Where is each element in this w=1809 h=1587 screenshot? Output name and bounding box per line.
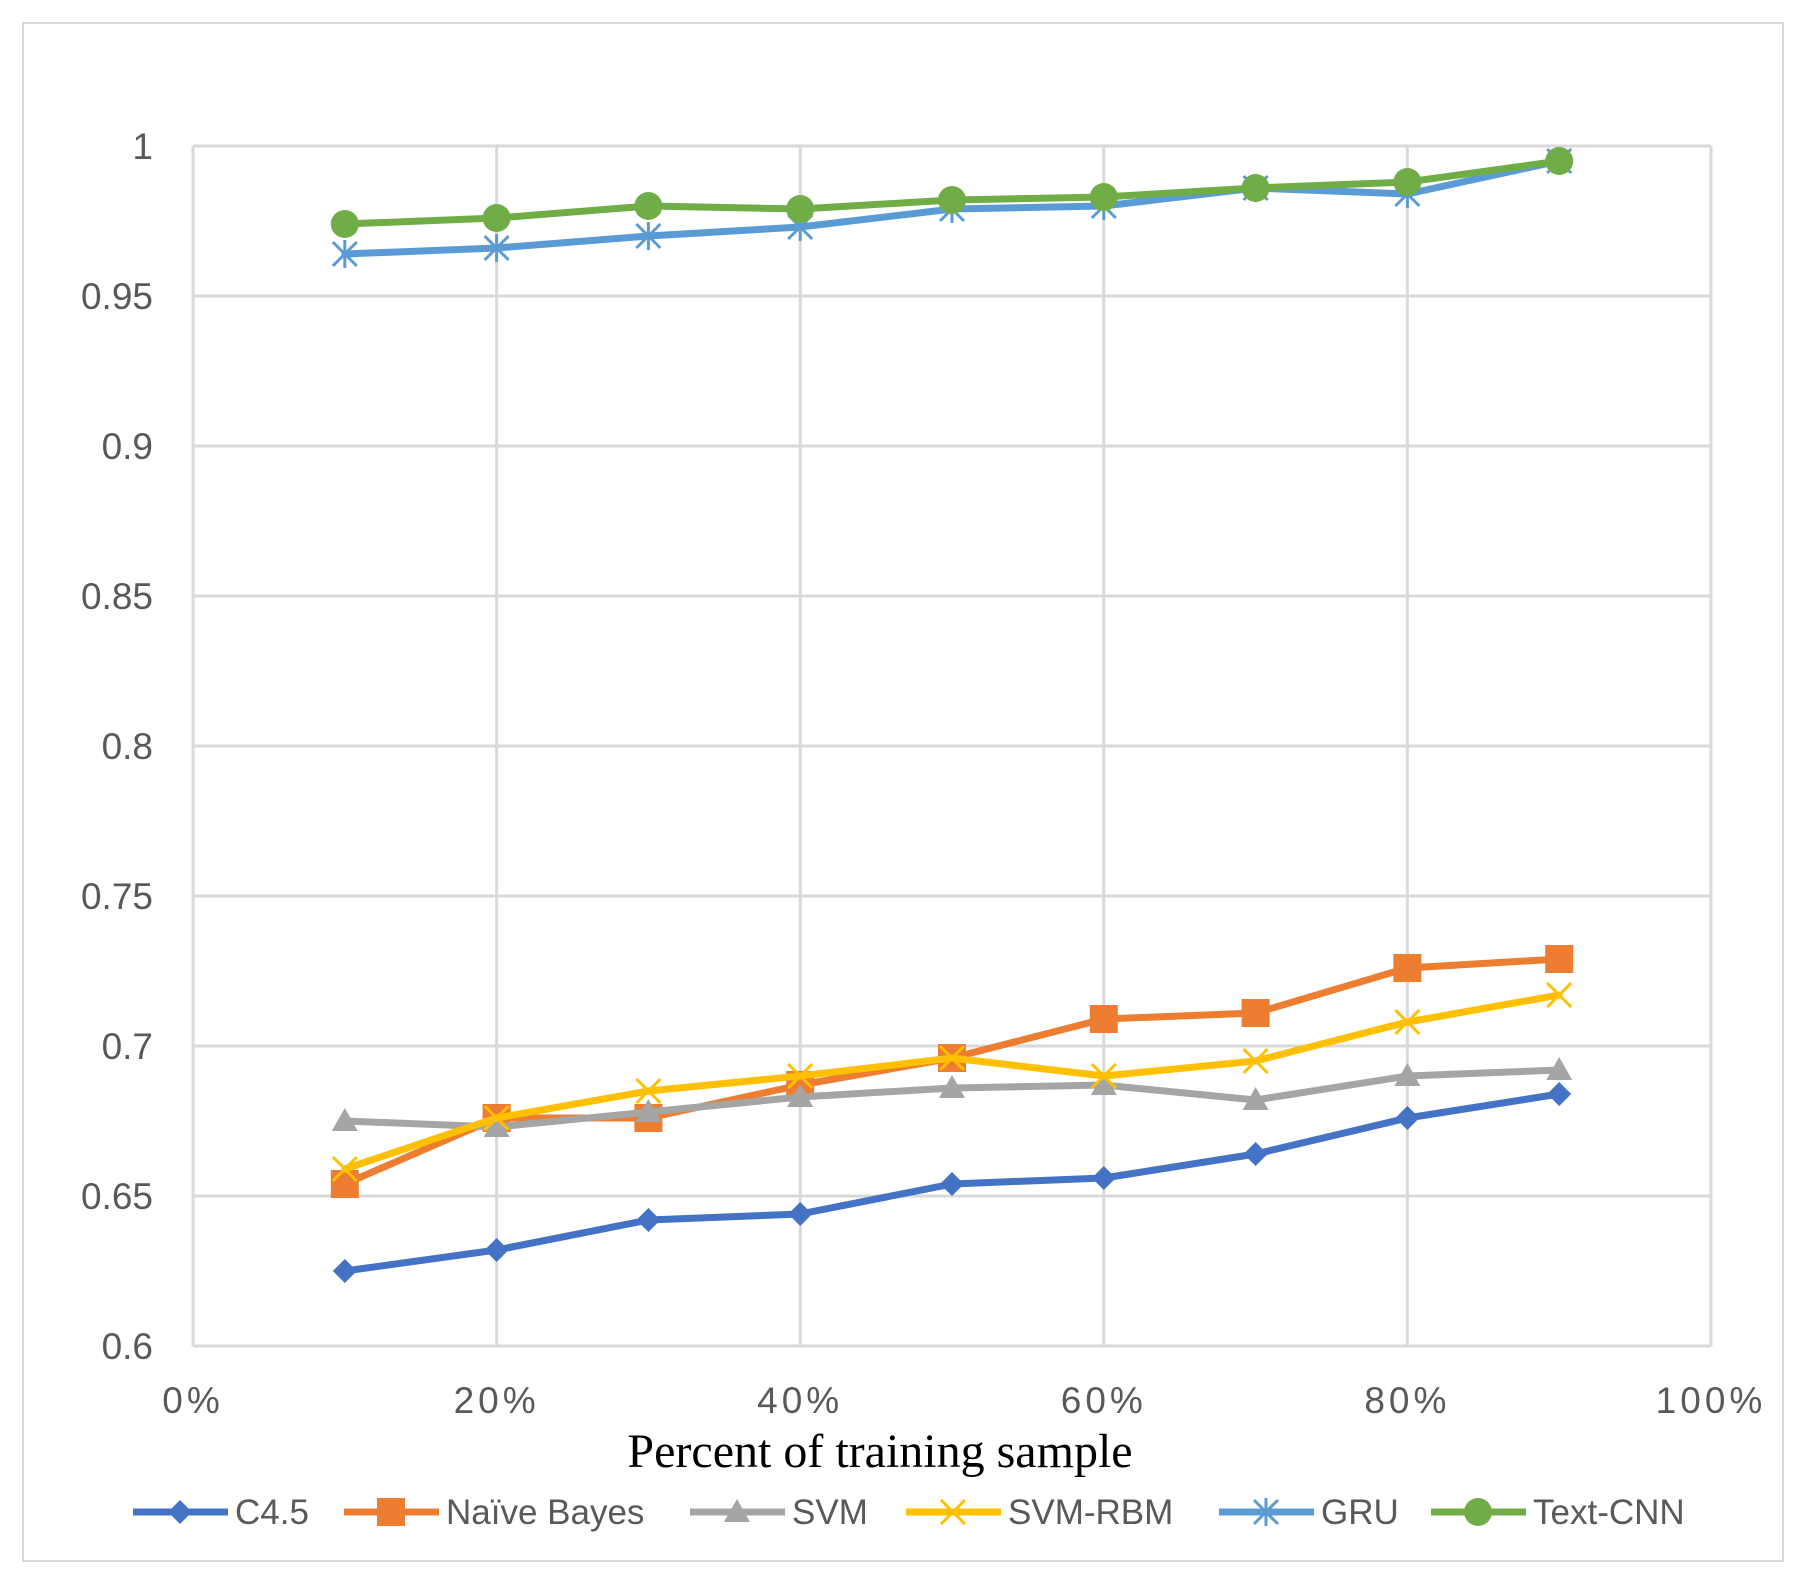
series-svm-rbm <box>331 981 1573 1183</box>
x-tick-label: 60% <box>1061 1380 1147 1421</box>
x-tick-label: 100% <box>1656 1380 1767 1421</box>
data-point <box>1242 1087 1269 1110</box>
legend-item: GRU <box>1219 1493 1399 1532</box>
data-point <box>1545 147 1574 175</box>
data-point <box>330 210 359 238</box>
data-point <box>1089 1005 1118 1033</box>
series-c4-5 <box>332 1082 1572 1283</box>
series-na-ve-bayes <box>330 945 1574 1198</box>
data-point <box>787 1062 814 1090</box>
data-point <box>1393 954 1422 982</box>
data-point <box>331 240 358 268</box>
data-point <box>1243 1142 1268 1166</box>
x-tick-label: 20% <box>454 1380 540 1421</box>
data-point <box>636 1208 661 1232</box>
y-tick-label: 0.7 <box>102 1026 153 1067</box>
data-point <box>938 1044 966 1072</box>
data-point <box>1241 174 1270 202</box>
legend-marker <box>724 1499 750 1522</box>
x-tick-label: 0% <box>162 1380 223 1421</box>
y-tick-label: 0.9 <box>102 426 153 467</box>
legend-label: GRU <box>1321 1493 1399 1532</box>
legend-item: SVM-RBM <box>906 1493 1173 1532</box>
legend-item: C4.5 <box>133 1493 309 1532</box>
series-text-cnn <box>330 147 1574 238</box>
data-point <box>940 1172 964 1196</box>
data-point <box>484 1238 509 1262</box>
x-tick-label: 80% <box>1364 1380 1450 1421</box>
data-point <box>634 192 663 220</box>
y-axis-ticks: 0.6 0.65 0.7 0.75 0.8 0.85 0.9 0.95 1 <box>81 126 153 1367</box>
data-point <box>1090 1072 1117 1095</box>
data-point <box>635 222 662 250</box>
data-point <box>331 1155 358 1183</box>
data-point <box>1545 945 1574 973</box>
y-tick-label: 0.8 <box>102 726 153 767</box>
legend-item: Text-CNN <box>1431 1493 1685 1532</box>
series-svm <box>331 1057 1573 1137</box>
legend-marker <box>168 1500 192 1524</box>
legend-marker <box>1252 1498 1280 1526</box>
data-point <box>1242 1047 1269 1075</box>
chart-frame <box>22 22 1784 1562</box>
legend-label: Naïve Bayes <box>446 1493 644 1532</box>
y-tick-label: 1 <box>132 126 153 167</box>
series <box>330 147 1574 1283</box>
data-point <box>1395 1106 1420 1130</box>
data-point <box>332 1259 357 1283</box>
data-point <box>483 1114 510 1137</box>
x-axis-label: Percent of training sample <box>627 1425 1132 1478</box>
data-point <box>331 1108 358 1131</box>
x-tick-label: 40% <box>757 1380 843 1421</box>
legend-marker <box>939 1498 967 1526</box>
data-point <box>1393 168 1422 196</box>
legend-label: Text-CNN <box>1533 1493 1685 1532</box>
data-point <box>1394 1063 1421 1086</box>
data-point <box>1090 1062 1117 1090</box>
x-axis-ticks: 0% 20% 40% 60% 80% 100% <box>162 1380 1767 1421</box>
legend-marker <box>1464 1498 1492 1526</box>
data-point <box>788 1202 813 1226</box>
y-tick-label: 0.95 <box>81 276 153 317</box>
data-point <box>635 1077 662 1105</box>
data-point <box>635 1099 662 1122</box>
data-point <box>483 234 510 262</box>
legend-marker <box>377 1498 405 1526</box>
data-point <box>1394 1008 1421 1036</box>
legend-item: Naïve Bayes <box>344 1493 644 1532</box>
y-tick-label: 0.65 <box>81 1176 153 1217</box>
data-point <box>787 1084 814 1107</box>
data-point <box>1241 999 1270 1027</box>
data-point <box>786 195 815 223</box>
data-point <box>1547 1082 1572 1106</box>
legend-item: SVM <box>690 1493 868 1532</box>
legend-label: C4.5 <box>235 1493 309 1532</box>
y-tick-label: 0.75 <box>81 876 153 917</box>
legend-label: SVM <box>792 1493 868 1532</box>
data-point <box>483 1104 510 1132</box>
data-point <box>482 204 511 232</box>
data-point <box>1089 183 1118 211</box>
data-point <box>330 1170 359 1198</box>
legend: C4.5 Naïve Bayes SVM SVM-RBM GRU Text-CNN <box>133 1493 1685 1532</box>
data-point <box>1546 981 1573 1009</box>
legend-label: SVM-RBM <box>1008 1493 1173 1532</box>
y-tick-label: 0.85 <box>81 576 153 617</box>
data-point <box>939 1075 965 1098</box>
data-point <box>1546 1057 1573 1080</box>
grid <box>191 144 1713 1348</box>
y-tick-label: 0.6 <box>102 1326 153 1367</box>
data-point <box>938 186 966 214</box>
data-point <box>1091 1166 1116 1190</box>
